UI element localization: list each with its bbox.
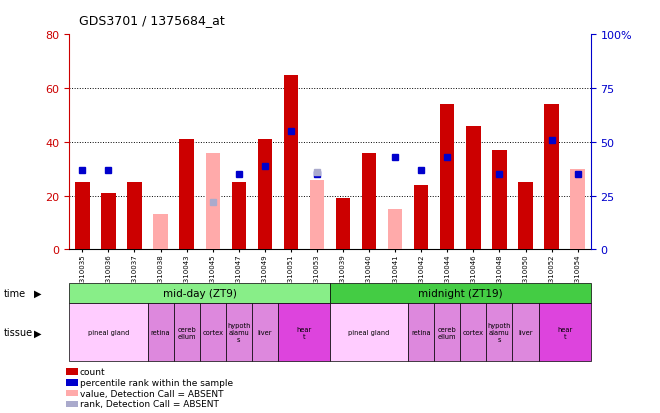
Text: cortex: cortex	[463, 330, 484, 335]
Bar	[362, 153, 376, 250]
Bar	[414, 185, 428, 250]
Bar	[330, 304, 409, 361]
Text: pineal gland: pineal gland	[348, 330, 390, 335]
Bar	[539, 304, 591, 361]
Bar	[252, 304, 278, 361]
Bar	[278, 304, 330, 361]
Bar	[492, 150, 507, 250]
Bar	[513, 304, 539, 361]
Bar	[310, 180, 324, 250]
Bar	[518, 183, 533, 250]
Text: hear
t: hear t	[557, 326, 572, 339]
Text: GDS3701 / 1375684_at: GDS3701 / 1375684_at	[79, 14, 225, 27]
Bar	[69, 283, 330, 304]
Text: liver: liver	[257, 330, 272, 335]
Text: value, Detection Call = ABSENT: value, Detection Call = ABSENT	[80, 389, 223, 398]
Text: retina: retina	[150, 330, 170, 335]
Bar	[148, 304, 174, 361]
Bar	[440, 105, 455, 250]
Bar	[75, 183, 90, 250]
Text: hypoth
alamu
s: hypoth alamu s	[227, 323, 250, 342]
Text: cortex: cortex	[202, 330, 223, 335]
Bar	[226, 304, 252, 361]
Bar	[174, 304, 200, 361]
Text: mid-day (ZT9): mid-day (ZT9)	[163, 288, 236, 298]
Bar	[257, 140, 272, 250]
Bar	[388, 210, 403, 250]
Text: cereb
ellum: cereb ellum	[438, 326, 457, 339]
Bar	[205, 153, 220, 250]
Text: percentile rank within the sample: percentile rank within the sample	[80, 378, 233, 387]
Bar	[180, 140, 194, 250]
Bar	[101, 193, 116, 250]
Text: count: count	[80, 367, 106, 376]
Bar	[461, 304, 486, 361]
Bar	[330, 283, 591, 304]
Text: ▶: ▶	[34, 288, 42, 298]
Bar	[486, 304, 513, 361]
Text: hear
t: hear t	[296, 326, 312, 339]
Bar	[434, 304, 461, 361]
Bar	[336, 199, 350, 250]
Text: hypoth
alamu
s: hypoth alamu s	[488, 323, 511, 342]
Text: liver: liver	[518, 330, 533, 335]
Text: time: time	[3, 288, 26, 298]
Text: midnight (ZT19): midnight (ZT19)	[418, 288, 503, 298]
Bar	[200, 304, 226, 361]
Bar	[284, 75, 298, 250]
Text: rank, Detection Call = ABSENT: rank, Detection Call = ABSENT	[80, 399, 218, 408]
Bar	[544, 105, 559, 250]
Bar	[153, 215, 168, 250]
Text: tissue: tissue	[3, 328, 32, 337]
Text: retina: retina	[411, 330, 431, 335]
Bar	[570, 169, 585, 250]
Text: ▶: ▶	[34, 328, 42, 337]
Bar	[232, 183, 246, 250]
Bar	[409, 304, 434, 361]
Bar	[466, 126, 480, 250]
Bar	[127, 183, 142, 250]
Bar	[69, 304, 148, 361]
Text: cereb
ellum: cereb ellum	[178, 326, 196, 339]
Text: pineal gland: pineal gland	[88, 330, 129, 335]
